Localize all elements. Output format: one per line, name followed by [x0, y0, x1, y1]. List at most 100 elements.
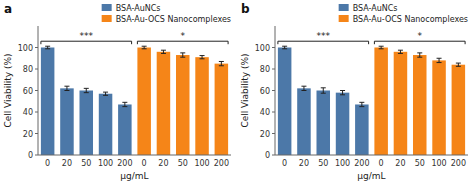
legend: BSA-AuNCs BSA-Au-OCS Nanocomplexes [339, 4, 468, 24]
panel-label: b [241, 2, 250, 16]
annotation: * [418, 31, 423, 41]
x-tick-label: 200 [451, 159, 466, 168]
x-tick-label: 200 [354, 159, 369, 168]
y-tick-label: 20 [23, 130, 33, 139]
error-bar [64, 86, 69, 90]
x-tick-label: 100 [98, 159, 113, 168]
bar [297, 88, 311, 155]
x-tick-label: 100 [335, 159, 350, 168]
legend-label: BSA-AuNCs [353, 4, 398, 13]
bar [79, 91, 93, 156]
y-tick-label: 40 [260, 108, 270, 117]
annotation: *** [80, 31, 94, 41]
x-tick-label: 20 [299, 159, 309, 168]
bar [355, 104, 369, 155]
x-tick-label: 20 [62, 159, 72, 168]
bar [176, 55, 190, 155]
plot-area [41, 46, 228, 155]
y-tick-label: 40 [23, 108, 33, 117]
x-tick-label: 100 [431, 159, 446, 168]
error-bar [437, 58, 442, 62]
bar [316, 91, 330, 156]
error-bar [84, 88, 89, 92]
y-tick [35, 69, 38, 70]
significance-bracket [374, 41, 465, 44]
error-bar [142, 46, 147, 49]
bar [215, 64, 229, 155]
legend-label: BSA-AuNCs [116, 4, 161, 13]
bar [118, 104, 132, 155]
error-bar [180, 53, 185, 57]
y-tick-label: 20 [260, 130, 270, 139]
x-tick-label: 50 [81, 159, 91, 168]
y-tick-label: 80 [23, 65, 33, 74]
legend-swatch [339, 15, 349, 22]
panel-label: a [4, 2, 12, 16]
bar [374, 48, 388, 156]
error-bar [456, 63, 461, 66]
significance-bracket [41, 41, 132, 44]
x-tick-label: 0 [379, 159, 384, 168]
x-axis [275, 155, 468, 156]
bar [99, 94, 113, 155]
bar [137, 48, 151, 156]
y-tick [272, 155, 275, 156]
y-tick-label: 60 [23, 87, 33, 96]
annotation: * [181, 31, 186, 41]
x-tick-label: 50 [415, 159, 425, 168]
panel: 0204060801000205010020002050100200μg/mLC… [3, 2, 231, 181]
y-axis-label: Cell Viability (%) [3, 53, 13, 127]
y-tick [35, 133, 38, 134]
x-axis-label: μg/mL [120, 171, 148, 181]
legend-label: BSA-Au-OCS Nanocomplexes [353, 15, 468, 24]
legend-label: BSA-Au-OCS Nanocomplexes [116, 15, 231, 24]
y-tick [272, 112, 275, 113]
error-bar [122, 102, 127, 106]
x-tick-label: 0 [45, 159, 50, 168]
x-tick-label: 0 [142, 159, 147, 168]
y-tick [272, 69, 275, 70]
y-tick [272, 133, 275, 134]
bar [452, 65, 466, 155]
x-tick-label: 100 [194, 159, 209, 168]
x-tick-label: 50 [318, 159, 328, 168]
x-axis [38, 155, 231, 156]
x-tick-label: 200 [214, 159, 229, 168]
y-axis-label: Cell Viability (%) [240, 53, 250, 127]
y-tick [35, 90, 38, 91]
y-tick-label: 80 [260, 65, 270, 74]
y-tick [35, 112, 38, 113]
bar [195, 57, 209, 155]
bar [278, 48, 292, 156]
error-bar [340, 91, 345, 95]
x-tick-label: 0 [282, 159, 287, 168]
significance-bracket [137, 41, 228, 44]
error-bar [219, 61, 224, 65]
y-tick-label: 100 [18, 44, 33, 53]
plot-area [278, 46, 465, 155]
y-tick [272, 90, 275, 91]
error-bar [200, 56, 205, 59]
y-tick [272, 47, 275, 48]
x-tick-label: 20 [158, 159, 168, 168]
error-bar [398, 50, 403, 53]
y-tick-label: 100 [255, 44, 270, 53]
significance-bracket [278, 41, 369, 44]
x-tick-label: 20 [395, 159, 405, 168]
legend-swatch [102, 4, 112, 11]
bar [60, 88, 74, 155]
error-bar [301, 86, 306, 90]
bar [157, 52, 171, 155]
bar [394, 52, 408, 155]
error-bar [282, 46, 287, 49]
x-axis-label: μg/mL [357, 171, 385, 181]
error-bar [161, 50, 166, 53]
y-tick [35, 155, 38, 156]
y-tick-label: 0 [265, 151, 270, 160]
panel: 0204060801000205010020002050100200μg/mLC… [240, 2, 468, 181]
y-tick-label: 0 [28, 151, 33, 160]
error-bar [103, 92, 108, 95]
error-bar [359, 102, 364, 106]
bar [336, 93, 350, 155]
error-bar [321, 88, 326, 93]
